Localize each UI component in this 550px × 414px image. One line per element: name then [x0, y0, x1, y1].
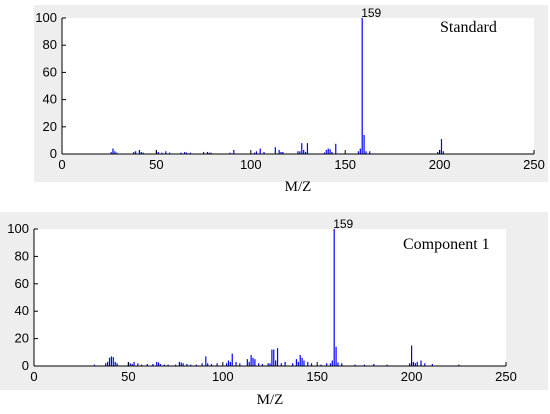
y-tick-label: 20 — [15, 331, 29, 346]
y-tick-label: 40 — [43, 92, 57, 107]
y-tick-label: 20 — [43, 119, 57, 134]
x-tick-label: 50 — [121, 369, 135, 384]
legend-label: Standard — [440, 19, 497, 36]
x-axis-label: M/Z — [285, 179, 312, 195]
x-tick-label: 200 — [429, 157, 451, 172]
x-tick-label: 0 — [58, 157, 65, 172]
x-tick-label: 200 — [401, 369, 423, 384]
legend-label: Component 1 — [403, 236, 490, 253]
x-axis-label: M/Z — [257, 392, 284, 408]
x-tick-label: 0 — [30, 369, 37, 384]
peak-label: 159 — [361, 6, 381, 20]
y-tick-label: 100 — [7, 221, 29, 236]
y-tick-label: 0 — [22, 358, 29, 373]
x-tick-label: 100 — [240, 157, 262, 172]
standard-spectrum-panel: 0 50 100 150 200 250 0 20 40 60 80 100 Standard 159… — [34, 5, 548, 195]
x-tick-label: 250 — [495, 369, 517, 384]
y-tick-label: 0 — [50, 146, 57, 161]
x-tick-label: 250 — [523, 157, 545, 172]
y-tick-label: 60 — [15, 276, 29, 291]
y-tick-label: 80 — [43, 37, 57, 52]
axes — [33, 229, 506, 367]
peak-label: 159 — [333, 217, 353, 231]
plot-inner — [62, 18, 534, 154]
x-tick-label: 150 — [306, 369, 328, 384]
ticks: 0 50 100 150 200 250 0 20 40 60 80 100 — [7, 221, 517, 384]
x-tick-label: 150 — [334, 157, 356, 172]
y-tick-label: 60 — [43, 64, 57, 79]
x-tick-label: 50 — [149, 157, 163, 172]
y-tick-label: 80 — [15, 248, 29, 263]
x-tick-label: 100 — [212, 369, 234, 384]
plot-inner — [34, 229, 506, 366]
axes — [61, 18, 534, 155]
ticks: 0 50 100 150 200 250 0 20 40 60 80 100 — [35, 10, 545, 172]
y-tick-label: 100 — [35, 10, 57, 25]
y-tick-label: 40 — [15, 303, 29, 318]
